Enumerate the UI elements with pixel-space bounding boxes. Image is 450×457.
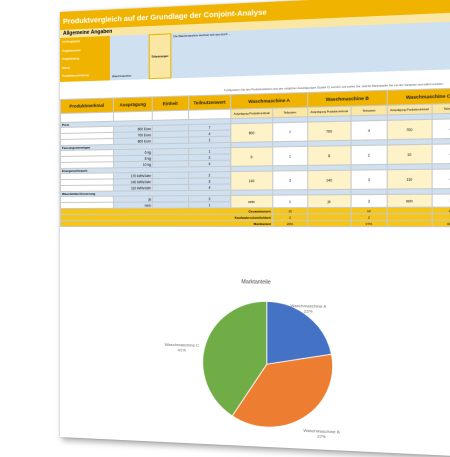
machine-utility-cell: 1	[272, 195, 307, 208]
table-row: ja3nein1ja3nein1	[60, 194, 450, 203]
summary-label: Marktanteil	[60, 221, 272, 227]
machine-level-cell[interactable]: nein	[231, 196, 272, 209]
machine-level-cell[interactable]: 700	[387, 120, 431, 140]
product-description-value[interactable]: Waschmaschine	[112, 75, 131, 79]
pie-chart-svg: Waschmaschine A22%Waschmaschine B37%Wasc…	[60, 283, 450, 452]
machine-utility-cell: 1	[272, 147, 307, 166]
pie-label-percent: 37%	[317, 433, 326, 439]
machine-level-cell[interactable]: 140	[308, 171, 351, 190]
machine-utility-cell: 4	[432, 119, 450, 139]
machine-utility-cell: 7	[272, 122, 307, 142]
summary-value: 37%	[351, 221, 388, 227]
machine-utility-cell: 3	[272, 171, 307, 190]
pie-label-percent: 41%	[178, 347, 187, 352]
machine-level-cell[interactable]: 6	[231, 147, 272, 166]
machine-utility-cell: 3	[351, 170, 388, 190]
col-header-partworth: Teilnutzenwert	[188, 95, 231, 111]
explanations-label: Erläuterungen	[149, 33, 172, 79]
machine-level-cell[interactable]: nein	[387, 195, 431, 208]
machine-level-cell[interactable]: 600	[231, 123, 272, 143]
summary-value: 22%	[272, 221, 307, 227]
sub-header-utility-c: Teilnutzen	[432, 104, 450, 115]
machine-level-cell[interactable]: ja	[308, 195, 351, 208]
spreadsheet-page: Produktvergleich auf der Grundlage der C…	[60, 0, 450, 457]
machine-level-cell[interactable]: 110	[387, 170, 431, 190]
pie-label-percent: 22%	[304, 308, 313, 313]
col-header-unit: Einheit	[152, 96, 188, 111]
machine-utility-cell: 3	[351, 195, 388, 208]
machine-utility-cell: 4	[351, 121, 388, 141]
col-header-level: Ausprägung	[113, 97, 152, 112]
machine-utility-cell: 1	[432, 194, 450, 207]
col-header-machine-c: Waschmaschine C	[387, 88, 450, 105]
machine-utility-cell: 2	[351, 145, 388, 165]
machine-level-cell[interactable]: 700	[308, 122, 351, 142]
conjoint-table: Produktmerkmal Ausprägung Einheit Teilnu…	[60, 88, 450, 228]
machine-level-cell[interactable]: 10	[387, 145, 431, 165]
machine-level-cell[interactable]: 140	[231, 171, 272, 190]
market-share-chart: Marktanteile Waschmaschine A 22% Waschmasc…	[60, 275, 450, 455]
summary-value: 41%	[432, 221, 450, 228]
summary-filler	[308, 221, 351, 227]
info-values[interactable]: Waschmaschine	[110, 34, 149, 80]
summary-row: Marktanteil 22% 37% 41%	[60, 221, 450, 228]
machine-level-cell[interactable]: 8	[308, 146, 351, 166]
info-label-product: Produktbeschreibung	[62, 71, 108, 81]
info-labels: CA-Projekttitel Projektnummer Projektlei…	[60, 36, 110, 82]
summary-filler	[387, 221, 431, 228]
machine-utility-cell: 4	[432, 144, 450, 164]
machine-utility-cell: 4	[432, 169, 450, 189]
col-header-feature: Produktmerkmal	[60, 98, 113, 113]
